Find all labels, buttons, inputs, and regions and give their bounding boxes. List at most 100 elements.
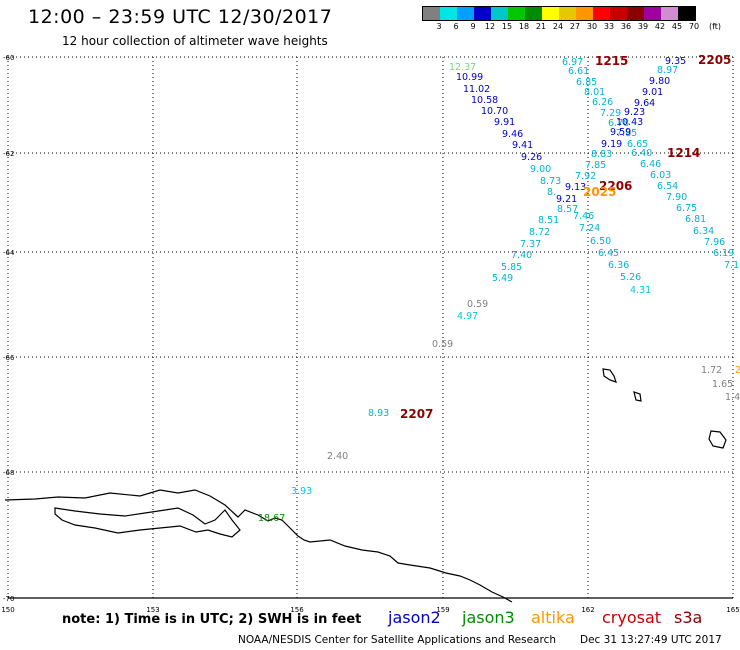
legend-entry-jason2: jason2 xyxy=(388,608,441,627)
colorbar-tick-label: 45 xyxy=(671,22,683,31)
wave-height-reading: 6.78 xyxy=(608,118,629,129)
colorbar-tick-label: 30 xyxy=(586,22,598,31)
wave-height-reading: 7.37 xyxy=(520,239,541,250)
wave-height-reading: 9.00 xyxy=(530,164,551,175)
wave-height-reading: 8.83 xyxy=(591,149,612,160)
wave-height-reading: 2.40 xyxy=(327,451,348,462)
map-title: 12:00 – 23:59 UTC 12/30/2017 xyxy=(28,6,333,28)
colorbar-tick-label: 18 xyxy=(518,22,530,31)
wave-height-reading: 1.72 xyxy=(701,365,722,376)
colorbar-swatch xyxy=(678,7,695,20)
latitude-label: -66 xyxy=(3,354,15,362)
wave-height-reading: 9.35 xyxy=(665,56,686,67)
colorbar-swatch xyxy=(457,7,474,20)
wave-height-reading: 18.67 xyxy=(258,513,285,524)
wave-height-reading: 7.1 xyxy=(724,260,739,271)
longitude-label: 165 xyxy=(726,606,739,614)
pass-time-label: 1214 xyxy=(667,146,700,160)
wave-height-reading: 6.85 xyxy=(576,77,597,88)
wave-height-reading: 5.49 xyxy=(492,273,513,284)
credit-line: NOAA/NESDIS Center for Satellite Applica… xyxy=(238,634,556,646)
wave-height-reading: 8.72 xyxy=(529,227,550,238)
latitude-label: -68 xyxy=(3,469,14,477)
wave-height-reading: 6.61 xyxy=(568,66,589,77)
colorbar-tick-label: 27 xyxy=(569,22,581,31)
map-subtitle: 12 hour collection of altimeter wave hei… xyxy=(62,34,328,48)
wave-height-reading: 0.59 xyxy=(432,339,453,350)
colorbar-tick-label: 36 xyxy=(620,22,632,31)
axis-labels: -60 -62 -64 -66 -68 -70 150 153 156 159 162 165 xyxy=(1,54,739,614)
wave-height-reading: 7.85 xyxy=(616,128,637,139)
colorbar-swatch xyxy=(440,7,457,20)
wave-height-reading: 6.19 xyxy=(713,248,734,259)
graticule xyxy=(7,56,734,599)
wave-height-reading: 7.24 xyxy=(579,223,600,234)
wave-height-reading: 8.51 xyxy=(538,215,559,226)
colorbar-swatch xyxy=(423,7,440,20)
legend-entry-s3a: s3a xyxy=(674,608,703,627)
colorbar-tick-label: (ft) xyxy=(708,22,722,31)
wave-height-reading: 5.85 xyxy=(501,262,522,273)
wave-height-reading: 5.26 xyxy=(620,272,641,283)
wave-height-reading: 8.57 xyxy=(557,204,578,215)
island-2 xyxy=(633,391,642,402)
wave-height-reading: 1.4 xyxy=(725,392,740,403)
colorbar-swatch xyxy=(542,7,559,20)
longitude-label: 153 xyxy=(146,606,159,614)
wave-height-reading: 6.50 xyxy=(590,236,611,247)
wave-height-reading: 6.36 xyxy=(608,260,629,271)
island-1 xyxy=(602,368,617,383)
wave-height-reading: 8.01 xyxy=(584,87,605,98)
pass-time-label: 1215 xyxy=(595,54,628,68)
wave-height-reading: 6.81 xyxy=(685,214,706,225)
wave-height-reading: 9.46 xyxy=(502,129,523,140)
wave-height-reading: 9.13 xyxy=(565,182,586,193)
colorbar-swatch xyxy=(644,7,661,20)
colorbar-swatch xyxy=(559,7,576,20)
wave-height-reading: 6.75 xyxy=(676,203,697,214)
colorbar-swatch xyxy=(525,7,542,20)
colorbar-tick-label: 3 xyxy=(436,22,442,31)
colorbar-tick-label: 42 xyxy=(654,22,666,31)
wave-height-reading: 9.59 xyxy=(610,127,631,138)
wave-height-reading: 9.19 xyxy=(601,139,622,150)
wave-height-reading: 9.26 xyxy=(521,152,542,163)
pass-time-label: 2207 xyxy=(400,407,433,421)
colorbar-swatch xyxy=(661,7,678,20)
wave-height-reading: 6.34 xyxy=(693,226,714,237)
colorbar-tick-label: 21 xyxy=(535,22,547,31)
colorbar-tick-label: 6 xyxy=(453,22,459,31)
pass-time-label: 2205 xyxy=(698,53,731,67)
wave-height-reading: 4.97 xyxy=(457,311,478,322)
colorbar-swatch xyxy=(610,7,627,20)
latitude-label: -70 xyxy=(3,595,14,603)
longitude-label: 150 xyxy=(1,606,14,614)
wave-height-reading: 9.21 xyxy=(556,194,577,205)
wave-height-reading: 7.90 xyxy=(666,192,687,203)
wave-height-reading: 6.65 xyxy=(627,139,648,150)
pass-time-label: 2025 xyxy=(583,185,616,199)
wave-height-reading: 9.41 xyxy=(512,140,533,151)
wave-height-reading: 8. xyxy=(547,187,556,198)
colorbar-swatch xyxy=(593,7,610,20)
colorbar-labels: 3 6 9 12 15 18 21 24 27 30 33 36 39 42 45 70 (ft) xyxy=(422,22,740,34)
latitude-label: -64 xyxy=(3,249,15,257)
generated-timestamp: Dec 31 13:27:49 UTC 2017 xyxy=(580,634,722,646)
wave-height-reading: 9.80 xyxy=(649,76,670,87)
legend-entry-jason3: jason3 xyxy=(462,608,515,627)
wave-height-reading: 8.93 xyxy=(368,408,389,419)
wave-height-readings: 12.3710.9911.0210.5810.709.919.469.419.2… xyxy=(258,56,740,524)
colorbar-tick-label: 15 xyxy=(501,22,513,31)
colorbar-tick-label: 39 xyxy=(637,22,649,31)
latitude-label: -62 xyxy=(3,150,14,158)
colorbar-swatch xyxy=(627,7,644,20)
pass-time-label: 2206 xyxy=(599,179,632,193)
colorbar-tick-label: 9 xyxy=(470,22,476,31)
legend-entry-altika: altika xyxy=(531,608,575,627)
longitude-label: 162 xyxy=(581,606,594,614)
wave-height-reading: 7.96 xyxy=(704,237,725,248)
wave-height-reading: 7.46 xyxy=(573,211,594,222)
antarctic-coastline xyxy=(4,489,513,603)
